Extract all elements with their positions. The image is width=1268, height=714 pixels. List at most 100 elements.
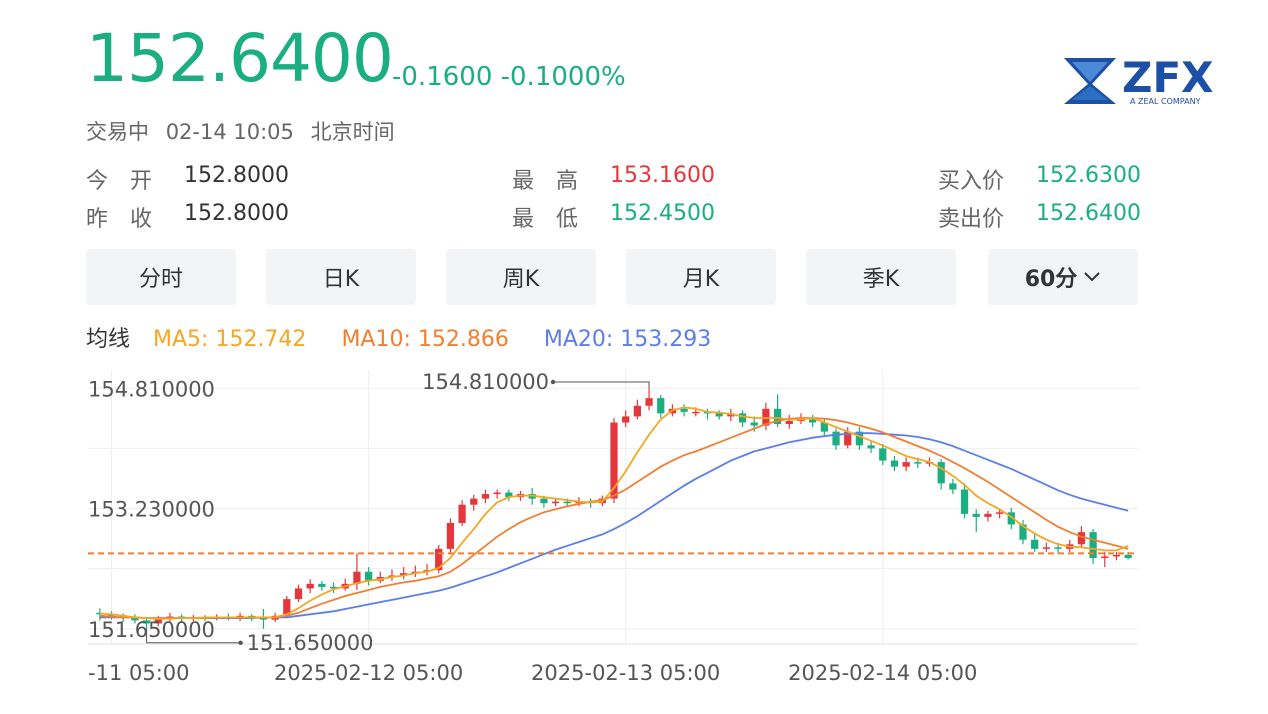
candle xyxy=(376,571,384,584)
candle-body xyxy=(773,408,782,425)
candle xyxy=(902,457,910,472)
x-tick-label: 2025-02-14 05:00 xyxy=(788,661,977,685)
candle-body xyxy=(879,448,887,461)
candle xyxy=(551,498,560,507)
ma5-line xyxy=(99,406,1129,620)
candle xyxy=(1101,551,1109,568)
status-datetime: 02-14 10:05 xyxy=(165,120,294,144)
max-marker-dot xyxy=(550,379,556,385)
candle xyxy=(657,395,665,418)
candle-body xyxy=(949,483,957,490)
candle xyxy=(493,489,501,499)
candle-body xyxy=(493,492,501,495)
tab-quarterly-k[interactable]: 季K xyxy=(806,249,956,305)
candle-body xyxy=(283,599,291,616)
candle-body xyxy=(680,408,688,412)
candle-body xyxy=(832,431,840,446)
high-label: 最 高 xyxy=(512,169,579,194)
min-marker-line xyxy=(146,628,241,644)
candle-body xyxy=(657,398,665,414)
candle xyxy=(844,427,852,449)
candle xyxy=(400,567,408,580)
candle-body xyxy=(610,422,618,499)
candle xyxy=(411,565,419,578)
status-text: 交易中 xyxy=(86,120,149,144)
ask-value: 152.6400 xyxy=(1036,201,1141,226)
candle xyxy=(645,388,653,411)
candle-body xyxy=(1101,556,1109,558)
candle-body xyxy=(259,617,268,620)
candle-body xyxy=(902,462,910,467)
candle xyxy=(1031,533,1039,552)
x-tick-label: 2025-02-13 05:00 xyxy=(531,661,720,685)
change-value: -0.1600 xyxy=(392,62,493,92)
ma10-value: MA10: 152.866 xyxy=(341,327,509,352)
candle xyxy=(960,483,969,519)
prev-close-label: 昨 收 xyxy=(86,207,153,232)
candle xyxy=(481,489,490,504)
candle xyxy=(972,509,980,533)
ask-row: 卖出价 152.6400 xyxy=(938,201,1141,233)
tab-daily-k[interactable]: 日K xyxy=(266,249,416,305)
candle xyxy=(364,567,373,586)
candle xyxy=(388,569,396,581)
candle-body xyxy=(785,420,793,425)
candle xyxy=(680,404,688,417)
candle-body xyxy=(1124,554,1132,558)
x-tick-label: 2025-02-12 05:00 xyxy=(274,661,463,685)
candlestick-chart[interactable]: 154.810000 153.230000 151.650000 -11 05:… xyxy=(0,362,1268,702)
candle xyxy=(505,489,513,501)
candle xyxy=(622,410,630,428)
high-value: 153.1600 xyxy=(610,163,715,188)
candle-body xyxy=(855,431,864,446)
period-tabs: 分时 日K 周K 月K 季K 60分 xyxy=(86,249,1138,305)
candle xyxy=(329,582,338,594)
candle xyxy=(738,410,747,428)
candle xyxy=(785,414,793,429)
bid-label: 买入价 xyxy=(938,169,1005,194)
trading-status: 交易中 02-14 10:05 北京时间 xyxy=(86,116,395,146)
candle xyxy=(809,414,817,428)
candle-body xyxy=(844,431,852,446)
candle xyxy=(762,402,770,431)
tab-monthly-k[interactable]: 月K xyxy=(626,249,776,305)
candle-body xyxy=(329,586,338,589)
candle xyxy=(890,456,899,472)
last-price: 152.6400 xyxy=(86,20,394,97)
candle-body xyxy=(820,422,828,432)
extreme-markers xyxy=(146,379,650,645)
open-row: 今 开 152.8000 xyxy=(86,163,289,195)
candle-body xyxy=(1077,532,1086,545)
candle-body xyxy=(867,445,875,449)
candle xyxy=(306,579,314,594)
candle xyxy=(879,443,887,466)
candle-body xyxy=(984,513,992,517)
candle xyxy=(937,459,945,490)
y-tick-label: 153.230000 xyxy=(88,498,215,522)
prev-close-value: 152.8000 xyxy=(184,201,289,226)
x-tick-label: -11 05:00 xyxy=(88,661,190,685)
tab-weekly-k[interactable]: 周K xyxy=(446,249,596,305)
candle-body xyxy=(131,617,139,621)
tab-60min-label: 60分 xyxy=(1024,267,1078,292)
candle-body xyxy=(446,522,455,549)
min-price-label: 151.650000 xyxy=(247,631,374,655)
candle xyxy=(949,478,957,495)
candle-body xyxy=(294,588,303,600)
candle-body xyxy=(540,498,548,504)
bid-value: 152.6300 xyxy=(1036,163,1141,188)
ma-legend: 均线 MA5: 152.742 MA10: 152.866 MA20: 153.… xyxy=(86,321,739,353)
candle xyxy=(1042,542,1050,552)
open-value: 152.8000 xyxy=(184,163,289,188)
tab-60min[interactable]: 60分 xyxy=(988,249,1138,305)
candle-body xyxy=(435,548,443,571)
candle-body xyxy=(809,419,817,423)
candle-body xyxy=(715,413,723,417)
candle-body xyxy=(1112,554,1121,557)
candle xyxy=(142,618,151,629)
tab-intraday[interactable]: 分时 xyxy=(86,249,236,305)
candle xyxy=(995,509,1004,519)
candle-body xyxy=(1054,547,1062,549)
candle-body xyxy=(318,583,326,587)
candle-body xyxy=(750,422,758,426)
